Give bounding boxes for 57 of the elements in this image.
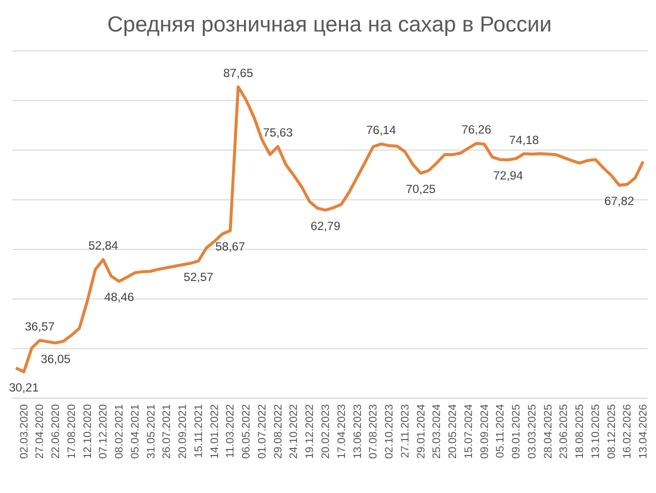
x-tick-label: 14.01.2022 bbox=[208, 404, 221, 459]
x-tick-label: 28.04.2025 bbox=[542, 404, 554, 459]
x-tick-label: 11.03.2022 bbox=[224, 404, 237, 458]
data-label: 74,18 bbox=[509, 132, 540, 147]
data-label: 87,65 bbox=[223, 66, 254, 80]
x-tick-label: 20.02.2023 bbox=[320, 404, 332, 459]
data-label: 76,26 bbox=[461, 122, 492, 136]
data-label: 75,63 bbox=[263, 126, 294, 140]
x-tick-label: 08.12.2025 bbox=[606, 404, 618, 459]
x-tick-label: 05.04.2021 bbox=[129, 404, 142, 459]
x-tick-label: 25.03.2024 bbox=[431, 404, 444, 459]
data-label: 36,57 bbox=[24, 319, 55, 334]
x-tick-label: 20.09.2021 bbox=[177, 404, 190, 459]
x-tick-label: 29.08.2022 bbox=[272, 404, 284, 459]
data-label: 48,46 bbox=[104, 290, 134, 304]
x-tick-label: 27.04.2020 bbox=[34, 404, 46, 459]
x-tick-label: 13.04.2026 bbox=[638, 404, 650, 459]
x-tick-label: 07.08.2023 bbox=[368, 404, 380, 459]
x-tick-label: 13.06.2023 bbox=[352, 404, 364, 459]
data-label: 52,84 bbox=[88, 238, 118, 253]
data-label: 72,94 bbox=[493, 168, 524, 183]
x-tick-label: 05.11.2024 bbox=[494, 404, 507, 458]
x-tick-label: 17.08.2020 bbox=[66, 404, 78, 459]
data-label: 58,67 bbox=[215, 240, 246, 254]
x-tick-label: 02.10.2023 bbox=[384, 404, 396, 459]
x-tick-label: 07.12.2020 bbox=[98, 404, 110, 459]
x-tick-label: 18.08.2025 bbox=[574, 404, 586, 459]
data-label: 30,21 bbox=[8, 380, 40, 395]
chart-title: Средняя розничная цена на сахар в России bbox=[107, 12, 552, 37]
data-label: 70,25 bbox=[406, 182, 436, 196]
x-tick-label: 01.07.2022 bbox=[256, 404, 268, 459]
x-tick-label: 15.07.2024 bbox=[462, 404, 475, 459]
x-tick-label: 16.02.2026 bbox=[622, 404, 634, 459]
x-tick-label: 06.05.2022 bbox=[240, 404, 253, 459]
data-label: 36,05 bbox=[40, 352, 71, 366]
x-tick-label: 27.11.2023 bbox=[399, 404, 412, 458]
x-tick-label: 13.10.2025 bbox=[590, 404, 602, 459]
x-tick-label: 03.03.2025 bbox=[526, 404, 538, 459]
x-tick-label: 23.06.2025 bbox=[558, 404, 570, 459]
x-tick-label: 15.11.2021 bbox=[192, 404, 205, 458]
x-tick-label: 12.10.2020 bbox=[82, 404, 94, 459]
data-label: 76,14 bbox=[366, 123, 396, 138]
x-tick-label: 08.02.2021 bbox=[114, 404, 126, 459]
x-tick-label: 31.05.2021 bbox=[145, 404, 158, 459]
data-label: 52,57 bbox=[184, 270, 214, 284]
x-tick-label: 20.05.2024 bbox=[447, 404, 460, 459]
x-tick-label: 09.01.2025 bbox=[510, 404, 523, 459]
x-tick-label: 29.01.2024 bbox=[415, 404, 428, 459]
x-tick-label: 17.04.2023 bbox=[336, 404, 348, 459]
x-tick-label: 24.10.2022 bbox=[288, 404, 300, 459]
data-label: 62,79 bbox=[310, 219, 341, 234]
x-tick-label: 26.07.2021 bbox=[161, 404, 174, 459]
x-tick-label: 02.03.2020 bbox=[18, 404, 30, 459]
x-tick-label: 19.12.2022 bbox=[304, 404, 316, 459]
x-tick-label: 09.09.2024 bbox=[478, 404, 491, 459]
x-tick-label: 22.06.2020 bbox=[50, 404, 62, 459]
data-label: 67,82 bbox=[604, 194, 635, 208]
